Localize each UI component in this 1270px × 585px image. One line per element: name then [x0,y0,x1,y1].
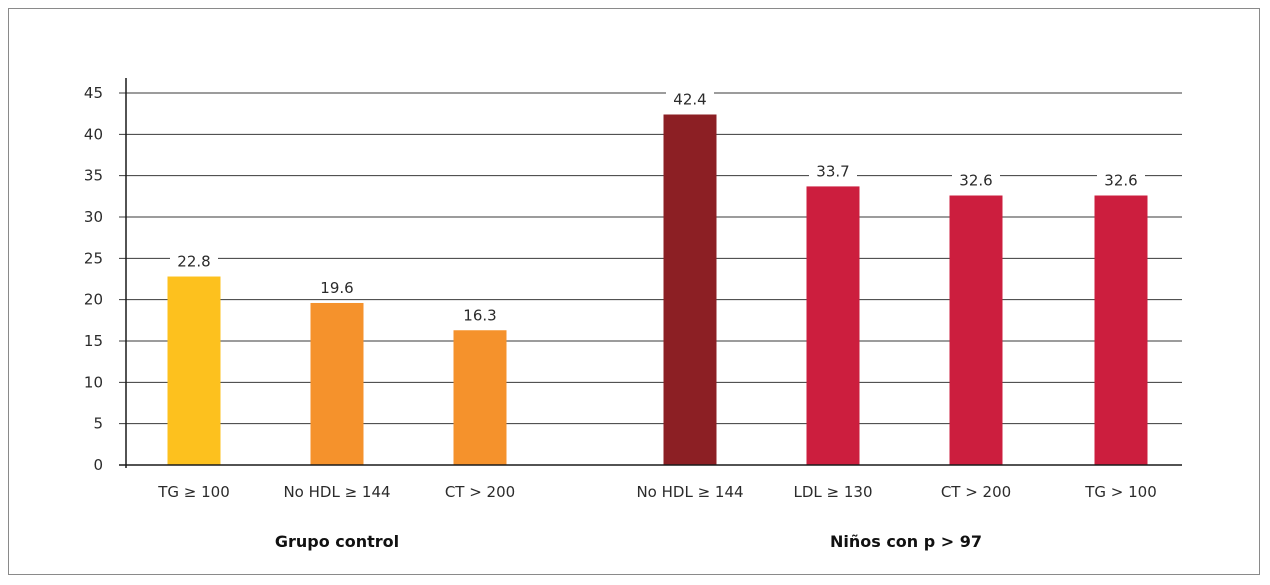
y-tick-label: 0 [93,456,103,474]
bar [663,114,717,465]
value-label-bg [456,305,504,326]
bar [1094,195,1148,466]
category-label: TG ≥ 100 [157,483,230,501]
y-tick-label: 5 [93,415,103,433]
category-label: No HDL ≥ 144 [283,483,390,501]
group-label: Grupo control [275,532,399,551]
value-label-bg [170,251,218,272]
y-tick-label: 15 [84,332,103,350]
bar [949,195,1003,466]
value-label-bg [666,89,714,110]
bars [167,114,1148,466]
value-label: 33.7 [816,162,849,180]
value-label: 19.6 [320,279,353,297]
category-label: TG > 100 [1084,483,1157,501]
bar [806,186,860,465]
category-label: No HDL ≥ 144 [636,483,743,501]
value-label-bg [1097,170,1145,191]
category-label: CT > 200 [445,483,515,501]
axes [119,78,1182,468]
y-tick-label: 35 [84,167,103,185]
labels: 0 5 10 15 20 25 30 35 40 45 22.8 19.6 16.3 42.4 33.7 32… [84,84,1157,551]
gridlines [119,92,1182,425]
category-label: LDL ≥ 130 [794,483,873,501]
value-label-bg [952,170,1000,191]
value-label: 42.4 [673,90,706,108]
bar [310,302,364,465]
group-label: Niños con p > 97 [830,532,982,551]
y-tick-label: 45 [84,84,103,102]
value-label: 32.6 [959,172,992,190]
value-label-bg [313,277,361,298]
bar [167,276,221,465]
y-tick-label: 30 [84,208,103,226]
bar [453,330,507,465]
value-label-bg [809,161,857,182]
y-tick-label: 20 [84,291,103,309]
value-label: 32.6 [1104,172,1137,190]
value-label: 16.3 [463,306,496,324]
y-tick-label: 40 [84,125,103,143]
category-label: CT > 200 [941,483,1011,501]
y-tick-label: 25 [84,249,103,267]
y-tick-label: 10 [84,373,103,391]
value-label: 22.8 [177,253,210,271]
